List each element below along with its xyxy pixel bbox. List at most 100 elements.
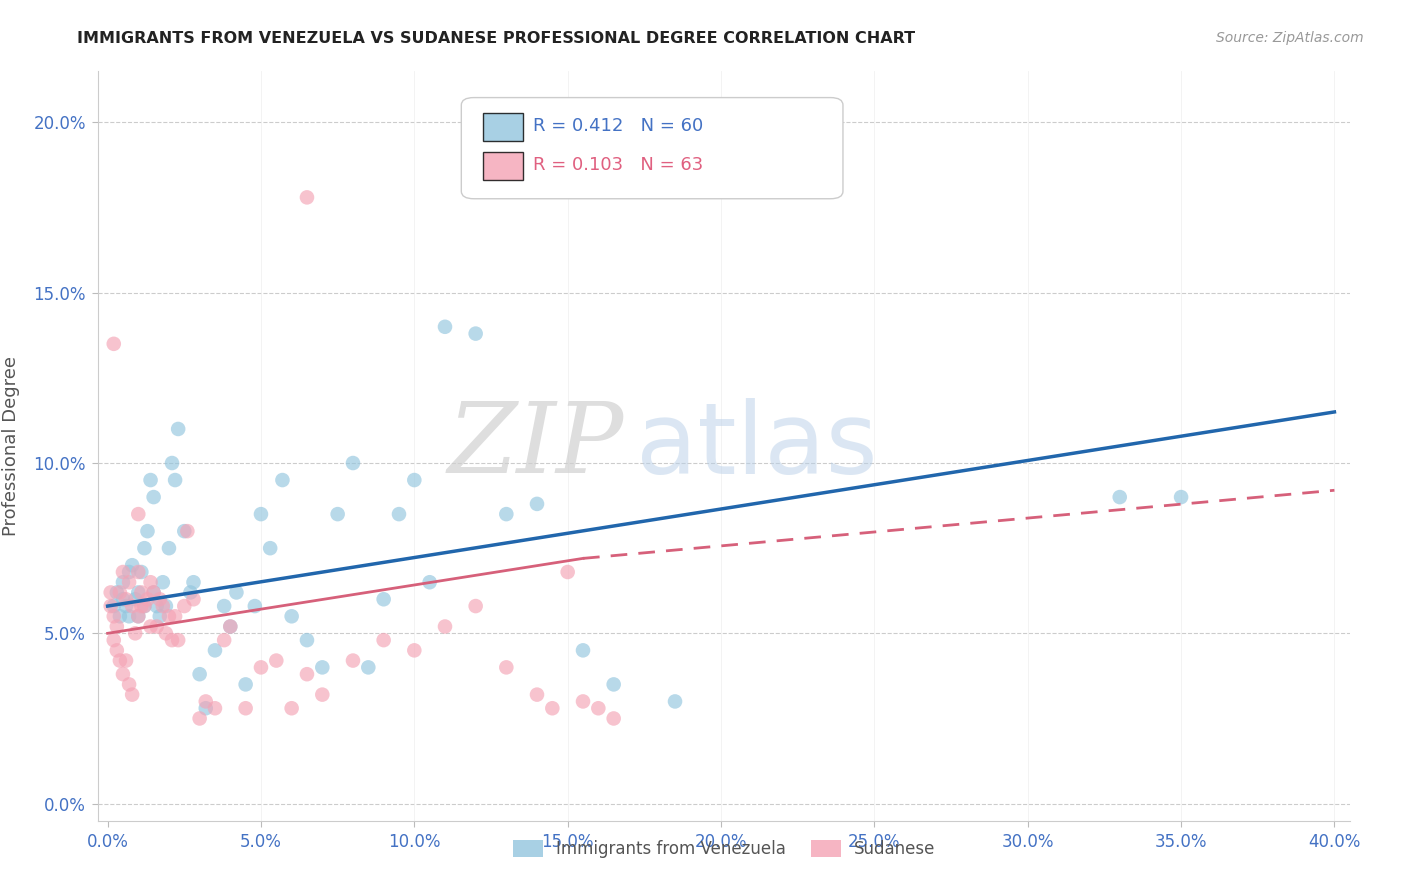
Point — [139, 473, 162, 487]
Point — [295, 667, 318, 681]
Point — [433, 619, 456, 633]
Point — [118, 575, 141, 590]
Point — [111, 592, 134, 607]
Point — [173, 524, 195, 538]
Point — [134, 599, 156, 613]
Point — [103, 633, 125, 648]
Point — [108, 585, 131, 599]
Point — [188, 667, 211, 681]
Point — [167, 422, 190, 436]
Point — [118, 609, 141, 624]
Point — [108, 609, 131, 624]
Point — [136, 524, 159, 538]
Point — [464, 599, 486, 613]
Point — [433, 319, 456, 334]
Point — [342, 654, 364, 668]
Point — [572, 694, 595, 708]
Point — [103, 599, 125, 613]
Point — [121, 558, 143, 573]
Point — [204, 701, 226, 715]
Text: ZIP: ZIP — [447, 399, 624, 493]
Text: IMMIGRANTS FROM VENEZUELA VS SUDANESE PROFESSIONAL DEGREE CORRELATION CHART: IMMIGRANTS FROM VENEZUELA VS SUDANESE PR… — [77, 31, 915, 46]
Point — [127, 609, 149, 624]
Point — [145, 599, 167, 613]
Point — [179, 585, 201, 599]
Point — [1108, 490, 1130, 504]
Point — [664, 694, 686, 708]
Y-axis label: Professional Degree: Professional Degree — [1, 356, 20, 536]
Point — [103, 609, 125, 624]
Point — [165, 609, 187, 624]
Point — [160, 456, 183, 470]
Point — [388, 507, 411, 521]
Point — [149, 592, 172, 607]
FancyBboxPatch shape — [461, 97, 844, 199]
Point — [212, 633, 235, 648]
Point — [142, 585, 165, 599]
Point — [115, 592, 138, 607]
Point — [404, 473, 426, 487]
Text: R = 0.412   N = 60: R = 0.412 N = 60 — [533, 117, 703, 135]
Point — [602, 677, 624, 691]
Point — [243, 599, 266, 613]
Point — [108, 654, 131, 668]
Point — [250, 507, 273, 521]
Point — [152, 575, 174, 590]
Text: atlas: atlas — [637, 398, 879, 494]
Point — [121, 599, 143, 613]
Point — [219, 619, 242, 633]
Point — [111, 667, 134, 681]
Point — [121, 688, 143, 702]
Point — [526, 688, 548, 702]
Point — [495, 660, 517, 674]
Point — [404, 643, 426, 657]
Point — [134, 599, 156, 613]
Point — [541, 701, 564, 715]
Point — [131, 585, 153, 599]
Point — [464, 326, 486, 341]
Point — [155, 626, 177, 640]
Point — [373, 633, 395, 648]
Point — [131, 599, 153, 613]
Point — [326, 507, 349, 521]
Point — [127, 565, 149, 579]
Point — [194, 694, 217, 708]
Point — [357, 660, 380, 674]
Point — [136, 592, 159, 607]
Text: R = 0.103   N = 63: R = 0.103 N = 63 — [533, 156, 703, 174]
Point — [295, 190, 318, 204]
Point — [419, 575, 441, 590]
Point — [588, 701, 610, 715]
Point — [152, 599, 174, 613]
Point — [212, 599, 235, 613]
Point — [266, 654, 288, 668]
Point — [100, 599, 122, 613]
Point — [155, 599, 177, 613]
Point — [165, 473, 187, 487]
Point — [557, 565, 579, 579]
Point — [235, 701, 257, 715]
Point — [115, 599, 138, 613]
Point — [105, 643, 128, 657]
Point — [188, 711, 211, 725]
Point — [602, 711, 624, 725]
Point — [127, 609, 149, 624]
Point — [167, 633, 190, 648]
Point — [127, 507, 149, 521]
Point — [183, 592, 205, 607]
Point — [111, 565, 134, 579]
Point — [139, 619, 162, 633]
Point — [105, 585, 128, 599]
Point — [103, 336, 125, 351]
Point — [194, 701, 217, 715]
Point — [127, 585, 149, 599]
Point — [139, 575, 162, 590]
Point — [373, 592, 395, 607]
Point — [160, 633, 183, 648]
Text: Source: ZipAtlas.com: Source: ZipAtlas.com — [1216, 31, 1364, 45]
Point — [219, 619, 242, 633]
Point — [105, 619, 128, 633]
Point — [149, 609, 172, 624]
Point — [225, 585, 247, 599]
Legend: Immigrants from Venezuela, Sudanese: Immigrants from Venezuela, Sudanese — [506, 833, 942, 864]
